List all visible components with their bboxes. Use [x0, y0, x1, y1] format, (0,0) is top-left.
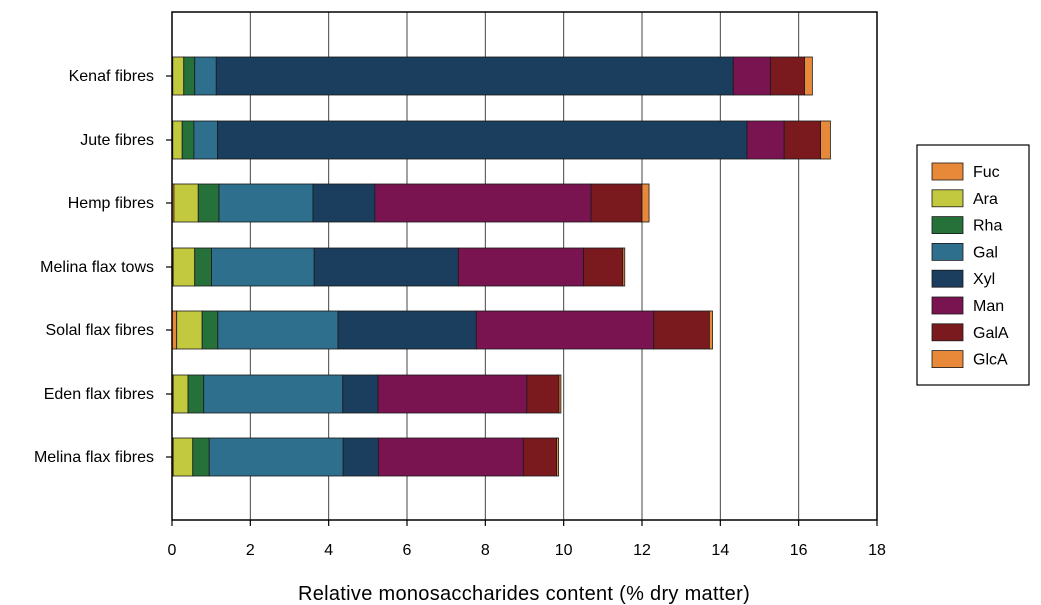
bar-segment-ara: [172, 56, 185, 96]
bar-segment-rha: [183, 56, 196, 96]
bar-segment-ara: [172, 120, 183, 160]
bar-segment-glca: [622, 247, 626, 287]
bar-segment-gal: [203, 374, 344, 414]
y-axis-category-labels: Kenaf fibres Jute fibres Hemp fibres Melina…: [34, 68, 172, 466]
legend-label: Man: [973, 298, 1004, 315]
x-tick-label: 14: [711, 542, 729, 559]
bar-segment-rha: [181, 120, 195, 160]
x-tick-label: 10: [555, 542, 573, 559]
legend-swatch: [931, 323, 964, 342]
bar-segment-glca: [820, 120, 831, 160]
x-axis-ticks: 0 2 4 6 8 10 12 14 16 18: [168, 520, 886, 559]
bar-segment-ara: [172, 247, 196, 287]
bar-segment-man: [377, 374, 528, 414]
bar-segment-gal: [208, 437, 344, 477]
bar-segment-gala: [583, 247, 624, 287]
legend-label: Fuc: [973, 164, 1000, 181]
bar-segment-gala: [590, 183, 643, 223]
bar-segment-ara: [172, 437, 194, 477]
legend-swatch: [931, 269, 964, 288]
bar-segment-glca: [708, 310, 713, 350]
bar-segment-man: [457, 247, 585, 287]
x-tick-label: 0: [168, 542, 177, 559]
bar-segment-gala: [783, 120, 821, 160]
legend-label: Rha: [973, 218, 1002, 235]
bar-segment-xyl: [215, 56, 734, 96]
legend-label: Gal: [973, 244, 998, 261]
legend-label: GalA: [973, 325, 1009, 342]
bar-segment-glca: [641, 183, 650, 223]
bar-segment-rha: [197, 183, 220, 223]
legend-label: Xyl: [973, 271, 995, 288]
bar-segment-man: [732, 56, 771, 96]
x-tick-label: 12: [633, 542, 651, 559]
legend-label: GlcA: [973, 352, 1008, 369]
x-axis-title: Relative monosaccharides content (% dry …: [298, 583, 750, 605]
x-tick-label: 6: [403, 542, 412, 559]
bar-segment-xyl: [217, 120, 748, 160]
bar-segment-man: [746, 120, 785, 160]
bar-segment-ara: [172, 374, 189, 414]
bar-segment-rha: [194, 247, 212, 287]
bar-segment-ara: [173, 183, 199, 223]
bar-segment-gala: [653, 310, 710, 350]
legend-swatch: [931, 350, 964, 369]
legend-label: Ara: [973, 191, 998, 208]
category-label: Melina flax tows: [40, 259, 154, 276]
category-label: Kenaf fibres: [69, 68, 154, 85]
bar-segment-man: [374, 183, 592, 223]
bar-segment-glca: [804, 56, 813, 96]
legend-swatch: [931, 296, 964, 315]
bar-segment-ara: [176, 310, 203, 350]
x-tick-label: 8: [481, 542, 490, 559]
x-tick-label: 4: [324, 542, 333, 559]
legend-swatch: [931, 216, 964, 235]
category-label: Hemp fibres: [68, 195, 154, 212]
x-tick-label: 18: [868, 542, 886, 559]
category-label: Solal flax fibres: [46, 322, 155, 339]
category-label: Jute fibres: [80, 132, 154, 149]
bar-segment-gala: [522, 437, 558, 477]
bar-segment-gal: [211, 247, 315, 287]
legend-swatch: [931, 242, 964, 261]
legend: Fuc Ara Rha Gal Xyl Man GalA GlcA: [916, 144, 1030, 386]
bar-segment-gal: [217, 310, 339, 350]
bar-segment-xyl: [337, 310, 477, 350]
bar-segment-glca: [558, 374, 562, 414]
bar-segment-gal: [193, 120, 218, 160]
category-label: Eden flax fibres: [44, 386, 154, 403]
bar-segment-rha: [192, 437, 210, 477]
legend-frame: [916, 144, 1030, 386]
bar-segment-rha: [187, 374, 205, 414]
plot-area-frame: [171, 11, 878, 521]
bar-segment-gal: [194, 56, 217, 96]
bar-segment-rha: [201, 310, 219, 350]
x-tick-label: 16: [790, 542, 808, 559]
bar-segment-glca: [556, 437, 559, 477]
legend-swatch: [931, 189, 964, 208]
bar-segment-man: [378, 437, 524, 477]
x-tick-label: 2: [246, 542, 255, 559]
bar-segment-xyl: [313, 247, 459, 287]
bar-segment-xyl: [342, 437, 379, 477]
category-label: Melina flax fibres: [34, 449, 154, 466]
bar-segment-xyl: [312, 183, 376, 223]
bar-segment-gala: [526, 374, 560, 414]
legend-swatch: [931, 162, 964, 181]
bars: [171, 56, 831, 477]
bar-segment-xyl: [342, 374, 379, 414]
bar-segment-gala: [770, 56, 805, 96]
bar-segment-gal: [218, 183, 314, 223]
bar-segment-man: [475, 310, 655, 350]
